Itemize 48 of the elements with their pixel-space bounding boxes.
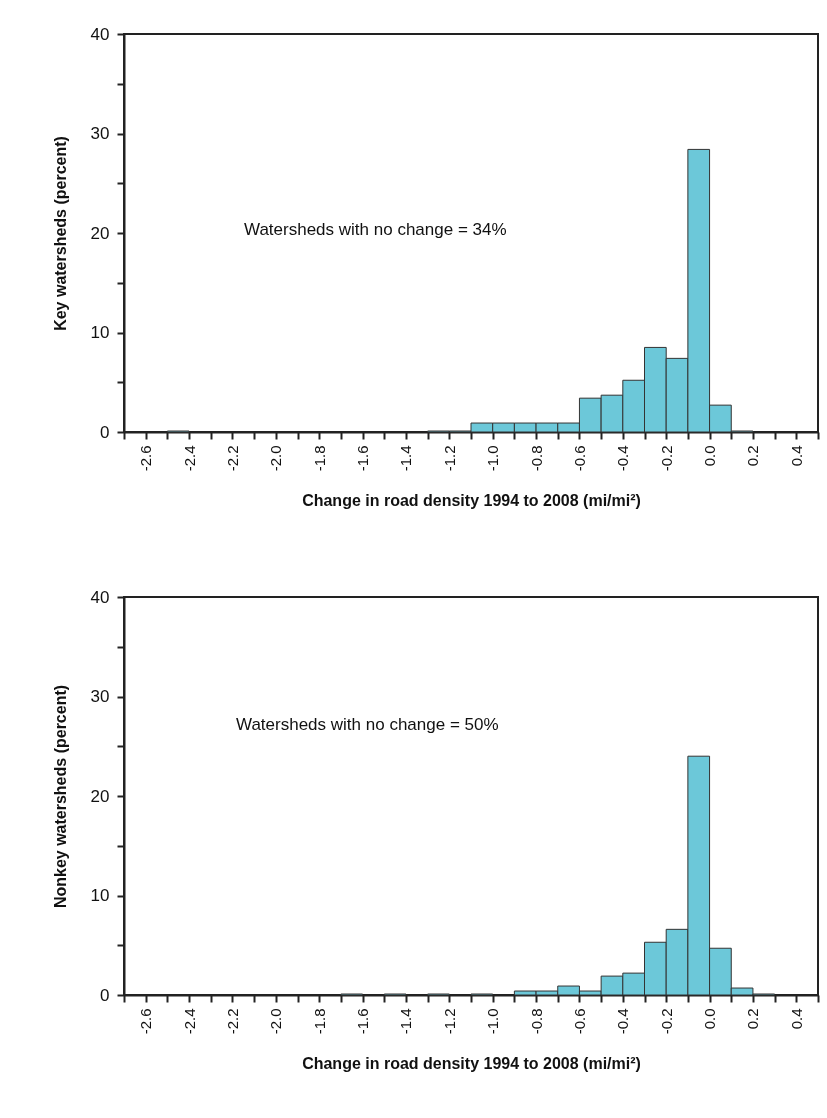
- x-tick-label: 0.0: [701, 445, 719, 467]
- x-tick-label: -0.2: [657, 1008, 675, 1035]
- y-tick-label: 0: [100, 422, 110, 442]
- x-tick-label: -0.2: [657, 445, 675, 472]
- x-tick-label: -1.8: [310, 445, 328, 472]
- x-axis-title: Change in road density 1994 to 2008 (mi/mi²): [302, 492, 641, 510]
- x-tick-label: -0.6: [570, 1008, 588, 1035]
- annotation: Watersheds with no change = 34%: [244, 220, 507, 239]
- x-tick-label: -2.0: [267, 1008, 285, 1035]
- x-tick-label: -1.0: [484, 1008, 502, 1035]
- x-tick-label: 0.2: [744, 1008, 762, 1030]
- annotation: Watersheds with no change = 50%: [236, 715, 499, 734]
- x-tick-label: -1.0: [484, 445, 502, 472]
- x-tick-label: -1.6: [354, 1008, 372, 1035]
- x-axis-title: Change in road density 1994 to 2008 (mi/mi²): [302, 1055, 641, 1073]
- x-tick-label: -2.2: [223, 445, 241, 472]
- x-tick-label: -2.6: [137, 1008, 155, 1035]
- x-tick-label: -0.8: [527, 1008, 545, 1035]
- y-tick-label: 30: [90, 124, 110, 143]
- x-tick-label: -2.4: [180, 1008, 198, 1035]
- x-tick-label: 0.4: [787, 445, 805, 467]
- x-tick-label: -1.2: [440, 1008, 458, 1035]
- x-tick-label: -0.4: [614, 445, 632, 472]
- x-tick-label: -2.2: [223, 1008, 241, 1035]
- x-tick-label: -2.6: [137, 445, 155, 472]
- x-tick-label: -2.4: [180, 445, 198, 472]
- y-axis-title: Nonkey watersheds (percent): [51, 684, 69, 909]
- y-tick-label: 0: [100, 985, 110, 1005]
- y-tick-label: 10: [90, 323, 110, 342]
- y-tick-label: 10: [90, 886, 110, 905]
- x-tick-label: 0.2: [744, 445, 762, 467]
- y-axis-title: Key watersheds (percent): [51, 136, 69, 331]
- x-tick-label: -1.8: [310, 1008, 328, 1035]
- y-tick-label: 20: [90, 223, 110, 243]
- x-tick-label: -0.6: [570, 445, 588, 472]
- y-tick-label: 30: [90, 687, 110, 706]
- x-tick-label: 0.0: [701, 1008, 719, 1030]
- x-tick-label: 0.4: [787, 1008, 805, 1030]
- y-tick-label: 40: [90, 587, 110, 607]
- x-tick-label: -1.2: [440, 445, 458, 472]
- x-tick-label: -2.0: [267, 445, 285, 472]
- y-tick-label: 40: [90, 24, 110, 44]
- x-tick-label: -0.4: [614, 1008, 632, 1035]
- x-tick-label: -0.8: [527, 445, 545, 472]
- x-tick-label: -1.6: [354, 445, 372, 472]
- x-tick-label: -1.4: [397, 445, 415, 472]
- y-tick-label: 20: [90, 786, 110, 806]
- x-tick-label: -1.4: [397, 1008, 415, 1035]
